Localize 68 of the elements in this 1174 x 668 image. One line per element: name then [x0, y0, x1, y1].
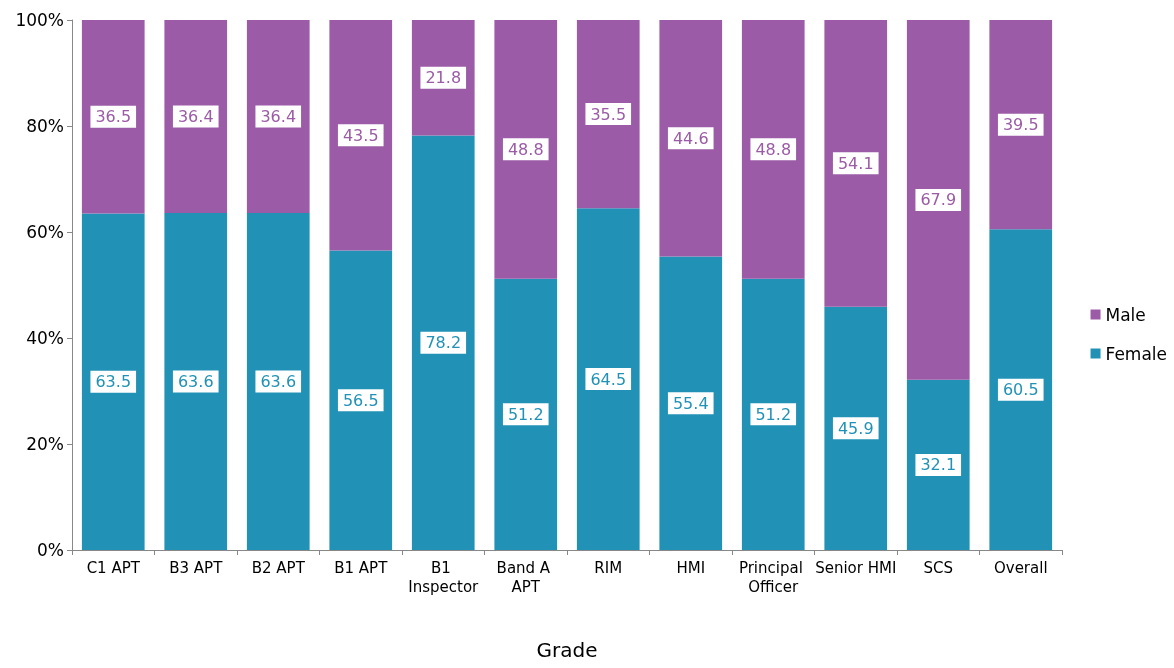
data-label: 45.9 [837, 418, 874, 438]
bar [906, 20, 970, 380]
data-label: 63.6 [177, 371, 214, 391]
data-label: 67.9 [920, 190, 957, 210]
x-tick-label: B2 APT [251, 558, 306, 577]
x-tick-label: B1 APT [334, 558, 389, 577]
data-label: 32.1 [920, 455, 957, 475]
bar [989, 20, 1053, 230]
data-label: 36.5 [95, 107, 132, 127]
y-tick-label: 40% [26, 328, 64, 348]
bar [494, 278, 558, 550]
bar [164, 20, 228, 213]
data-label: 36.4 [260, 106, 297, 126]
data-label: 48.8 [507, 139, 544, 159]
data-label: 78.2 [425, 333, 462, 353]
x-tick-label: Senior HMI [815, 558, 897, 577]
bar [246, 20, 310, 213]
data-label: 51.2 [507, 404, 544, 424]
data-label: 63.5 [95, 372, 132, 392]
legend-label: Female [1105, 343, 1167, 364]
data-label: 21.8 [425, 68, 462, 88]
bar [329, 250, 393, 550]
data-label: 54.1 [837, 153, 874, 173]
bar [494, 20, 558, 279]
legend-label: Male [1105, 304, 1146, 325]
data-label: 35.5 [590, 104, 627, 124]
data-label: 63.6 [260, 371, 297, 391]
y-tick-label: 80% [26, 116, 64, 136]
bar [329, 20, 393, 251]
bar [824, 20, 888, 307]
bar [164, 212, 228, 550]
bar [81, 20, 145, 214]
y-tick-label: 100% [15, 10, 64, 30]
bar [741, 20, 805, 279]
x-tick-label: Band A APT [496, 558, 555, 596]
bar [576, 208, 640, 550]
data-label: 39.5 [1002, 115, 1039, 135]
bar [81, 213, 145, 550]
x-tick-label: B1 Inspector [408, 558, 480, 596]
x-tick-label: B3 APT [169, 558, 224, 577]
bar [411, 135, 475, 550]
data-label: 43.5 [342, 125, 379, 145]
data-label: 56.5 [342, 390, 379, 410]
x-tick-label: RIM [594, 558, 623, 577]
x-tick-label: Overall [993, 558, 1048, 577]
bar [824, 306, 888, 550]
bar [659, 256, 723, 550]
y-tick-label: 20% [26, 434, 64, 454]
data-label: 44.6 [672, 128, 709, 148]
y-tick-label: 60% [26, 222, 64, 242]
x-axis-title: Grade [536, 638, 598, 662]
y-tick-label: 0% [37, 540, 64, 560]
bar [246, 212, 310, 550]
data-label: 36.4 [177, 106, 214, 126]
bar [576, 20, 640, 209]
x-tick-label: HMI [676, 558, 706, 577]
bar [989, 229, 1053, 550]
bar [741, 278, 805, 550]
data-label: 51.2 [755, 404, 792, 424]
bar [906, 379, 970, 550]
data-label: 60.5 [1002, 380, 1039, 400]
x-tick-label: Principal Officer [738, 558, 808, 596]
bar [659, 20, 723, 257]
data-label: 48.8 [755, 139, 792, 159]
x-tick-label: C1 APT [86, 558, 141, 577]
data-label: 55.4 [672, 393, 709, 413]
x-tick-label: SCS [923, 558, 954, 577]
data-label: 64.5 [590, 369, 627, 389]
